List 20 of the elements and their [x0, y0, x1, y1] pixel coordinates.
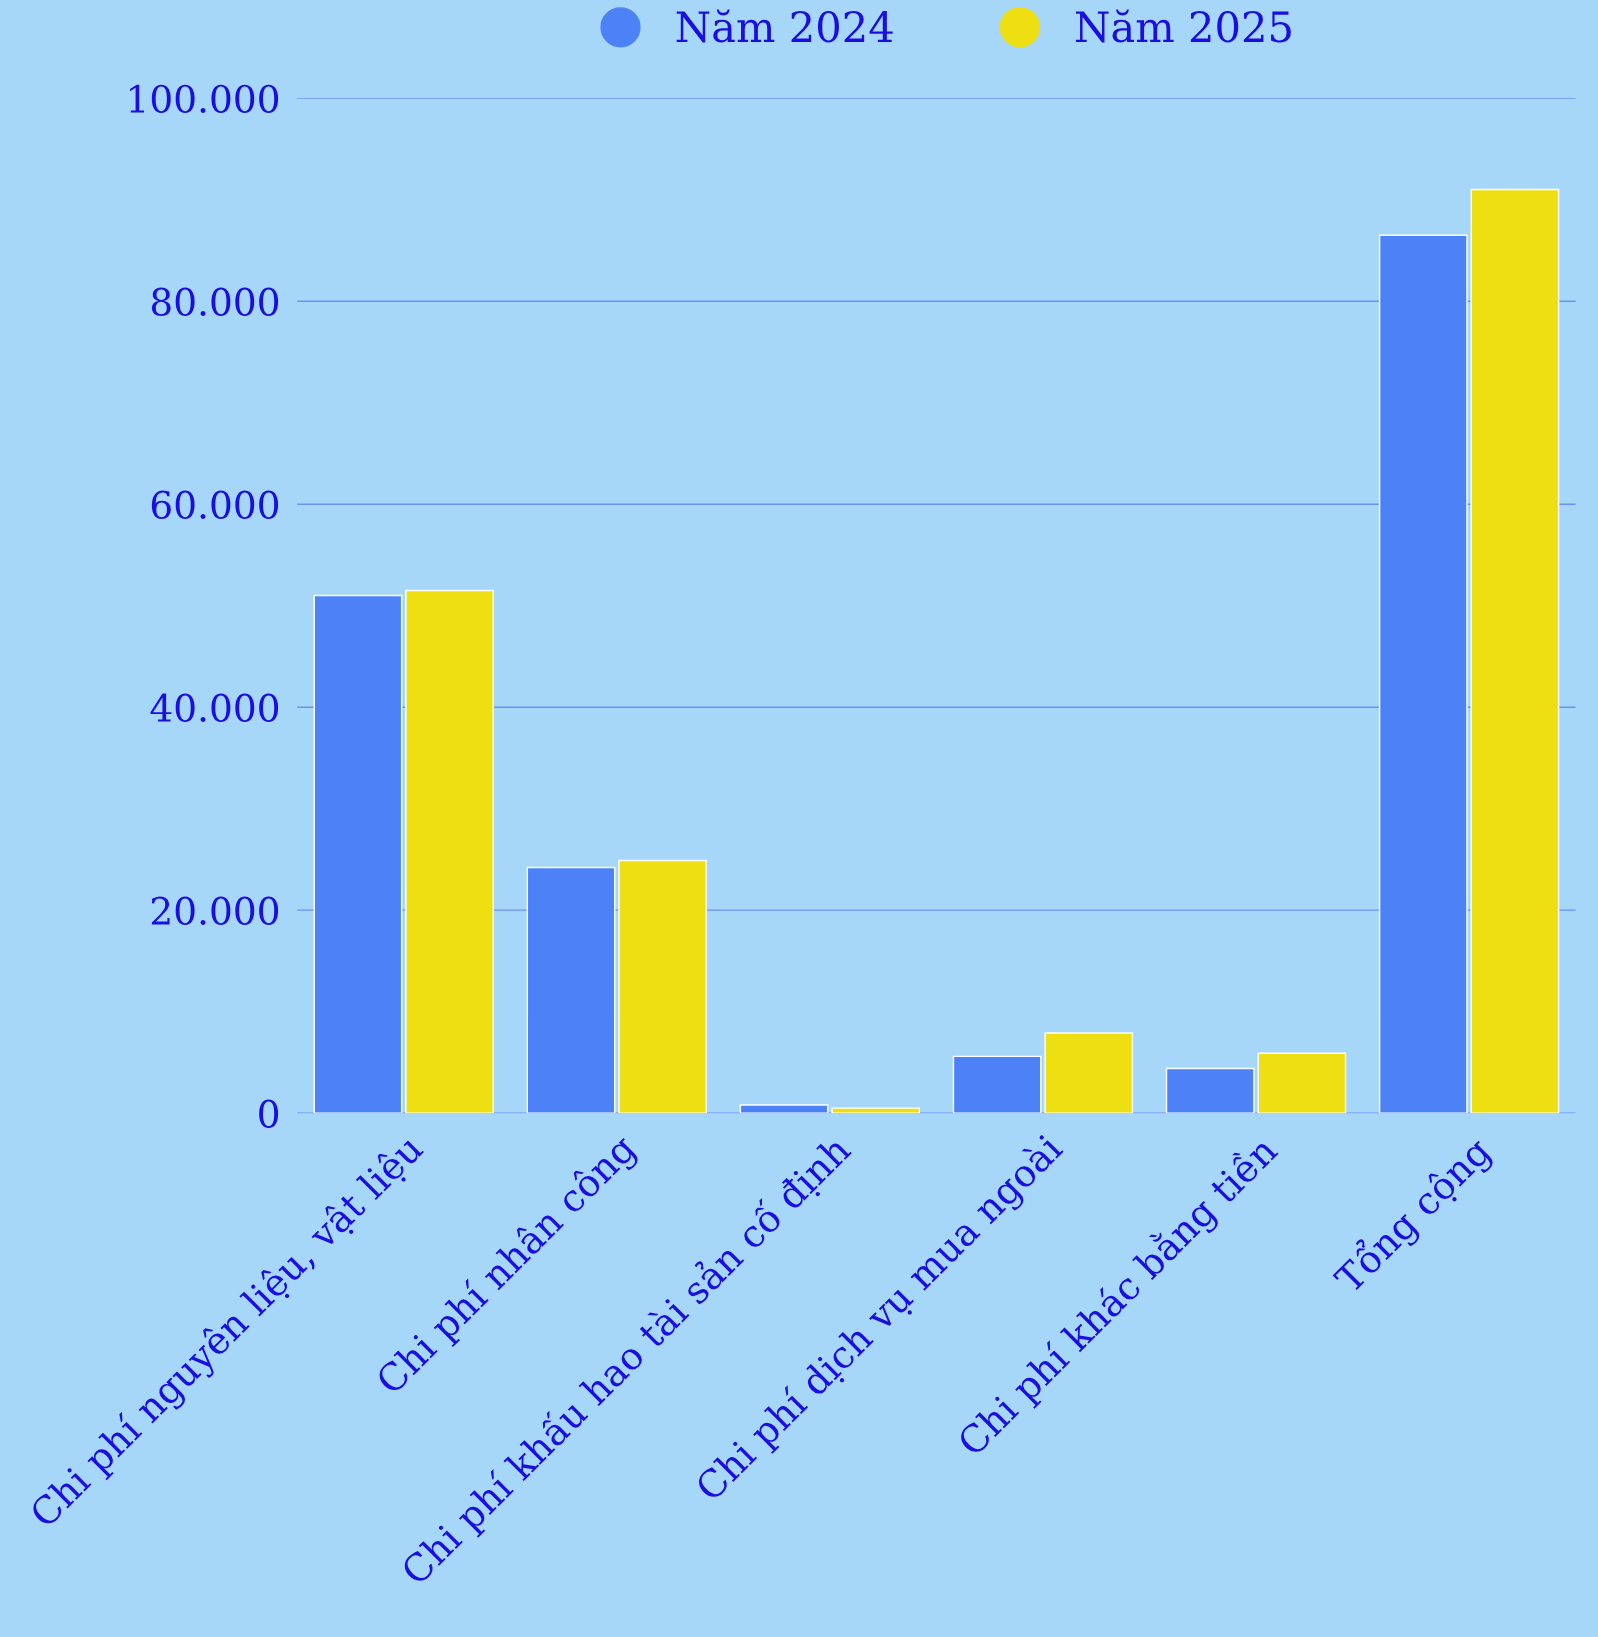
bar: [1378, 234, 1468, 1114]
bar: [618, 859, 708, 1114]
legend-label: Năm 2024: [676, 9, 893, 43]
y-tick-label: 60.000: [151, 490, 279, 519]
bar: [831, 1107, 921, 1114]
bar: [1165, 1067, 1255, 1114]
y-tick-label: 0: [259, 1099, 279, 1128]
y-tick-label: 100.000: [130, 84, 279, 113]
y-tick-label: 40.000: [150, 693, 279, 722]
bar: [405, 589, 494, 1114]
y-tick-label: 80.000: [151, 287, 279, 316]
bar: [313, 594, 403, 1114]
y-tick-label: 20.000: [151, 896, 279, 925]
bar: [1044, 1032, 1134, 1114]
bar: [1257, 1052, 1347, 1114]
bar: [526, 866, 616, 1114]
bar: [1470, 188, 1560, 1114]
bar: [952, 1055, 1042, 1114]
legend-label: Năm 2025: [1075, 9, 1291, 43]
bar: [739, 1104, 829, 1114]
